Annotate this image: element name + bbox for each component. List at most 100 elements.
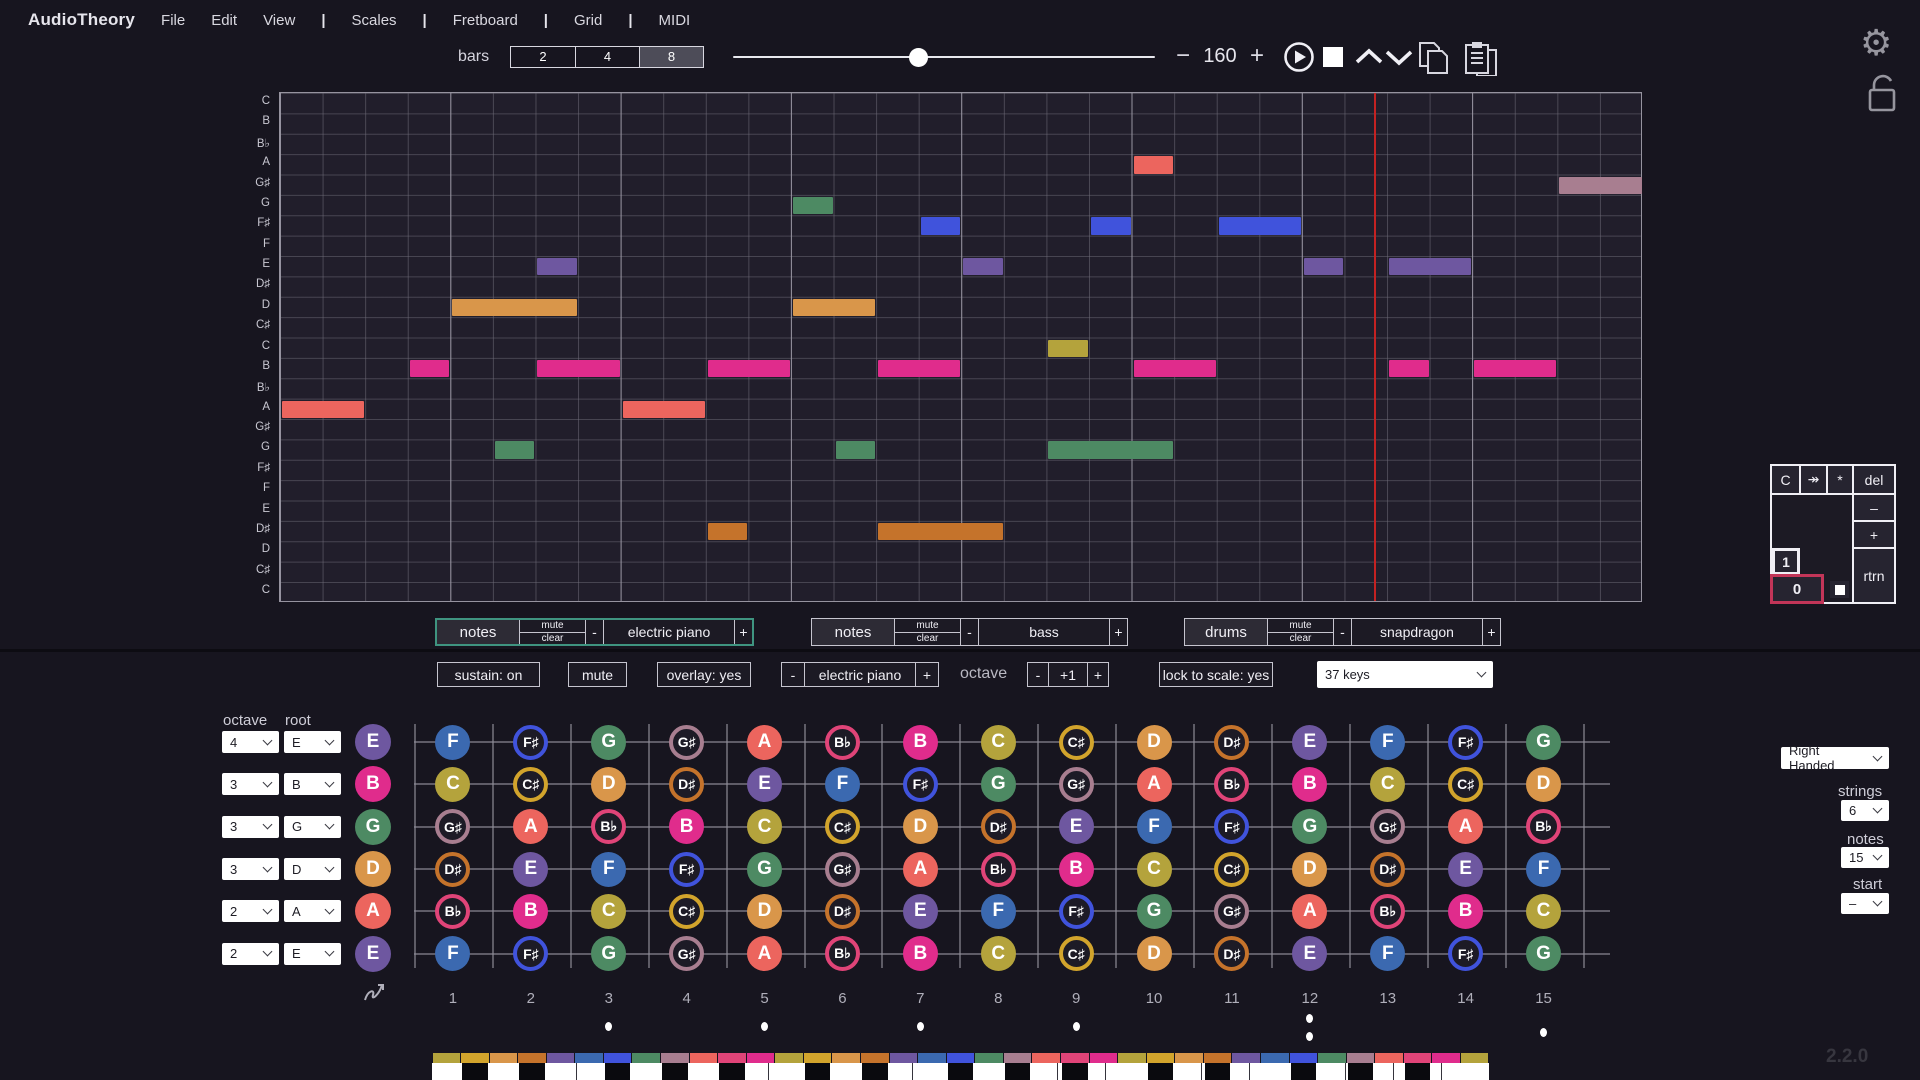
fret-note-G[interactable]: G [1292,809,1328,845]
fret-note-B♭[interactable]: B♭ [591,809,627,845]
fret-note-E[interactable]: E [1292,936,1328,972]
track-name[interactable]: drums [1185,619,1267,645]
roll-note-G♯[interactable] [1559,176,1642,194]
piano-key-tab-A[interactable] [689,1053,718,1063]
open-string-note-A[interactable]: A [355,893,391,930]
paste-icon[interactable] [1465,42,1497,76]
piano-key-tab-F[interactable] [575,1053,603,1063]
piano-black-key-D♯[interactable] [862,1063,888,1080]
fret-note-F♯[interactable]: F♯ [669,851,705,887]
fret-note-F[interactable]: F [824,766,860,802]
fret-note-F♯[interactable]: F♯ [1448,724,1484,760]
fret-note-C♯[interactable]: C♯ [1058,936,1094,972]
piano-key-tab-B[interactable] [1432,1053,1460,1063]
fret-note-D[interactable]: D [1526,766,1562,802]
piano-key-tab-G[interactable] [1318,1053,1346,1063]
fret-note-D♯[interactable]: D♯ [1370,851,1406,887]
string-octave-dropdown[interactable]: 3 [222,773,279,796]
piano-key-tab-C♯[interactable] [461,1053,489,1063]
octave-up-button[interactable]: + [1087,662,1109,687]
roll-note-E[interactable] [1303,258,1344,276]
octave-down-icon[interactable] [1385,50,1413,66]
tempo-slider-track[interactable] [733,56,1155,58]
string-root-dropdown[interactable]: B [284,773,341,796]
piano-black-key-C♯[interactable] [1147,1063,1174,1080]
numpad-clear-key[interactable]: C [1770,464,1801,495]
piano-key-tab-G♯[interactable] [661,1053,689,1063]
fret-note-F♯[interactable]: F♯ [1058,893,1094,929]
fret-note-G♯[interactable]: G♯ [1058,766,1094,802]
piano-black-key-D♯[interactable] [519,1063,545,1080]
roll-note-D[interactable] [792,298,876,317]
string-root-dropdown[interactable]: G [284,815,341,838]
fret-note-D[interactable]: D [591,766,627,802]
fret-note-B[interactable]: B [1292,766,1328,802]
piano-black-key-B♭[interactable] [719,1063,745,1080]
track-clear-button[interactable]: clear [1289,632,1312,644]
octave-down-button[interactable]: - [1027,662,1049,687]
fret-note-B[interactable]: B [902,724,938,760]
fret-note-F[interactable]: F [435,724,471,760]
start-dropdown[interactable]: – [1841,893,1889,914]
roll-note-B[interactable] [1133,359,1216,378]
fret-note-E[interactable]: E [1058,809,1094,845]
track-instrument-next-button[interactable]: + [734,620,752,644]
piano-key-tab-A[interactable] [1032,1053,1060,1063]
menu-item-file[interactable]: File [161,11,186,29]
fret-note-G♯[interactable]: G♯ [669,936,705,972]
piano-key-tab-A[interactable] [1375,1053,1403,1063]
open-string-note-B[interactable]: B [355,766,391,803]
track-instrument-prev-button[interactable]: - [1333,619,1351,645]
menu-item-grid[interactable]: Grid [574,11,603,29]
fret-note-D♯[interactable]: D♯ [435,851,471,887]
piano-key-tab-B♭[interactable] [718,1053,746,1063]
numpad-plus-key[interactable]: + [1852,520,1896,549]
piano-black-key-C♯[interactable] [462,1063,488,1080]
piano-key-tab-F[interactable] [1260,1053,1289,1063]
track-clear-button[interactable]: clear [541,632,564,644]
piano-key-tab-C♯[interactable] [803,1053,832,1063]
fret-note-C[interactable]: C [1136,851,1172,887]
piano-key-tab-D♯[interactable] [518,1053,546,1063]
fret-note-G[interactable]: G [747,851,783,887]
string-octave-dropdown[interactable]: 4 [222,731,279,753]
piano-black-key-B♭[interactable] [1061,1063,1088,1080]
fret-note-B[interactable]: B [902,936,938,972]
roll-note-C[interactable] [1048,339,1089,357]
piano-key-tab-G♯[interactable] [1003,1053,1032,1063]
roll-note-B[interactable] [1389,359,1429,378]
fret-note-C[interactable]: C [435,766,471,802]
roll-note-A[interactable] [622,400,705,419]
numpad-star-key[interactable]: * [1826,464,1854,495]
track-instrument-next-button[interactable]: + [1109,619,1127,645]
roll-note-D♯[interactable] [707,522,748,541]
string-root-dropdown[interactable]: A [284,900,341,923]
fret-note-G[interactable]: G [591,936,627,972]
string-root-dropdown[interactable]: D [284,858,341,881]
fret-note-C♯[interactable]: C♯ [669,893,705,929]
piano-key-tab-F[interactable] [918,1053,946,1063]
fret-note-C♯[interactable]: C♯ [1058,724,1094,760]
piano-key-tab-B♭[interactable] [1403,1053,1432,1063]
piano-black-key-F♯[interactable] [604,1063,631,1080]
track-instrument-prev-button[interactable]: - [585,620,603,644]
tempo-slider-thumb[interactable] [909,48,928,67]
piano-key-tab-C[interactable] [1118,1053,1146,1063]
fret-note-C[interactable]: C [591,893,627,929]
numpad-minus-key[interactable]: – [1852,493,1896,522]
fret-note-A[interactable]: A [1448,809,1484,845]
fret-note-G♯[interactable]: G♯ [1370,809,1406,845]
fret-note-A[interactable]: A [1136,766,1172,802]
octave-up-icon[interactable] [1355,48,1383,64]
roll-note-F♯[interactable] [920,217,961,235]
piano-key-tab-G[interactable] [632,1053,661,1063]
fret-note-G♯[interactable]: G♯ [824,851,860,887]
numpad-skip-key[interactable]: ↠ [1799,464,1828,495]
string-octave-dropdown[interactable]: 2 [222,900,279,923]
settings-gear-icon[interactable]: ⚙ [1860,22,1893,63]
fret-note-F[interactable]: F [435,936,471,972]
fret-note-G♯[interactable]: G♯ [669,724,705,760]
piano-key-tab-B♭[interactable] [1060,1053,1089,1063]
fret-note-F[interactable]: F [1526,851,1562,887]
roll-note-A[interactable] [282,400,365,419]
